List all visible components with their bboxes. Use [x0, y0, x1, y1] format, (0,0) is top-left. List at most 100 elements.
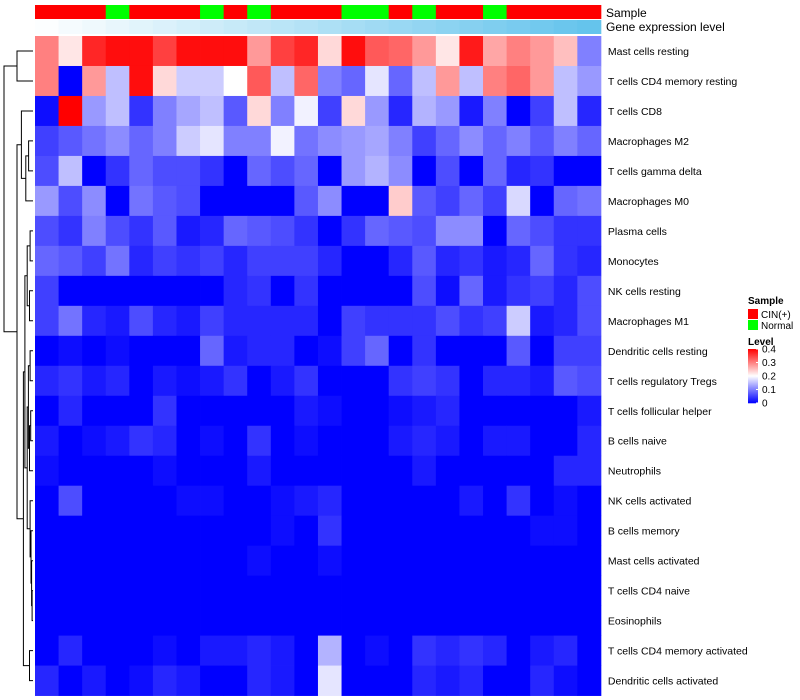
- heatmap-cell: [200, 185, 225, 217]
- heatmap-cell: [483, 275, 507, 307]
- heatmap-cell: [223, 485, 248, 517]
- heatmap-cell: [294, 455, 319, 487]
- heatmap-cell: [483, 245, 507, 277]
- heatmap-cell: [270, 665, 295, 696]
- heatmap-cell: [459, 335, 484, 367]
- legend-level-step: [748, 388, 758, 390]
- heatmap-cell: [388, 365, 413, 397]
- heatmap-cell: [459, 365, 484, 397]
- heatmap-cell: [223, 515, 248, 547]
- heatmap-cell: [506, 215, 531, 247]
- dendrogram-branch: [29, 650, 33, 682]
- heatmap-cell: [247, 335, 272, 367]
- legend-level-step: [748, 379, 758, 381]
- legend-level-tick-label: 0.2: [762, 372, 776, 383]
- heatmap-cell: [58, 65, 83, 97]
- row-label: Dendritic cells resting: [608, 346, 708, 358]
- heatmap-cell: [152, 545, 177, 577]
- heatmap-cell: [270, 275, 295, 307]
- heatmap-cell: [294, 485, 319, 517]
- heatmap-cell: [270, 575, 295, 607]
- legend-level-step: [748, 382, 758, 384]
- dendrogram-branch: [16, 144, 24, 520]
- heatmap-cell: [176, 665, 201, 696]
- heatmap-cell: [553, 605, 578, 636]
- heatmap-cell: [341, 155, 366, 187]
- heatmap-cell: [223, 365, 248, 397]
- heatmap-cell: [35, 36, 59, 67]
- heatmap-cell: [412, 215, 437, 247]
- heatmap-cell: [200, 545, 225, 577]
- legend-level-step: [748, 369, 758, 371]
- heatmap-cell: [82, 575, 107, 607]
- heatmap-cell: [82, 485, 107, 517]
- heatmap-cell: [105, 305, 130, 337]
- legend-level-tick-label: 0.1: [762, 385, 776, 396]
- heatmap-cell: [530, 545, 555, 577]
- legend-level-title: Level: [748, 337, 774, 348]
- heatmap-cell: [577, 365, 602, 397]
- heatmap-cell: [35, 515, 59, 547]
- legend: Sample CIN(+)Normal Level 0.4 0.3 0.2 0.1 0: [748, 296, 793, 410]
- heatmap-cell: [105, 215, 130, 247]
- heatmap-cell: [82, 665, 107, 696]
- row-label: B cells naive: [608, 436, 667, 448]
- heatmap-cell: [341, 95, 366, 127]
- heatmap-cell: [247, 365, 272, 397]
- heatmap-cell: [200, 485, 225, 517]
- heatmap-cell: [82, 95, 107, 127]
- heatmap-cell: [247, 36, 272, 67]
- sample-cell: [459, 5, 484, 19]
- legend-level-step: [748, 352, 758, 354]
- heatmap-cell: [58, 155, 83, 187]
- legend-level-step: [748, 391, 758, 393]
- heatmap-cell: [247, 125, 272, 157]
- heatmap-cell: [459, 125, 484, 157]
- heatmap-cell: [459, 65, 484, 97]
- heatmap-cell: [341, 455, 366, 487]
- gene-expression-cell: [176, 20, 201, 34]
- heatmap-cell: [200, 575, 225, 607]
- heatmap-cell: [58, 125, 83, 157]
- heatmap-cell: [341, 245, 366, 277]
- heatmap-cell: [176, 365, 201, 397]
- gene-expression-cell: [317, 20, 342, 34]
- heatmap-cell: [483, 335, 507, 367]
- heatmap-cell: [388, 635, 413, 666]
- legend-level-step: [748, 357, 758, 359]
- heatmap-cell: [577, 185, 602, 217]
- row-label: NK cells resting: [608, 286, 681, 298]
- heatmap-cell: [577, 245, 602, 277]
- heatmap-cell: [388, 155, 413, 187]
- legend-sample-items: CIN(+)Normal: [748, 309, 793, 332]
- legend-level-step: [748, 349, 758, 351]
- heatmap-cell: [176, 515, 201, 547]
- heatmap-cell: [58, 515, 83, 547]
- heatmap-cell: [530, 215, 555, 247]
- heatmap-cell: [294, 65, 319, 97]
- heatmap-cell: [200, 335, 225, 367]
- heatmap-cell: [412, 95, 437, 127]
- heatmap-cell: [105, 275, 130, 307]
- heatmap-cell: [506, 245, 531, 277]
- heatmap-cell: [200, 635, 225, 666]
- heatmap-cell: [58, 605, 83, 636]
- heatmap-cell: [82, 36, 107, 67]
- heatmap-cell: [58, 485, 83, 517]
- heatmap-cell: [129, 545, 154, 577]
- heatmap-cell: [317, 485, 342, 517]
- heatmap-cell: [317, 215, 342, 247]
- heatmap-cell: [105, 425, 130, 457]
- heatmap-cell: [435, 65, 460, 97]
- heatmap-cell: [247, 395, 272, 427]
- heatmap-cell: [388, 335, 413, 367]
- heatmap-cell: [35, 545, 59, 577]
- heatmap-cell: [270, 545, 295, 577]
- heatmap-cell: [553, 455, 578, 487]
- heatmap-cell: [553, 305, 578, 337]
- heatmap-cell: [553, 425, 578, 457]
- heatmap-cell: [365, 485, 390, 517]
- gene-expression-cell: [388, 20, 413, 34]
- dendrogram-branch: [29, 425, 33, 472]
- heatmap-cell: [294, 305, 319, 337]
